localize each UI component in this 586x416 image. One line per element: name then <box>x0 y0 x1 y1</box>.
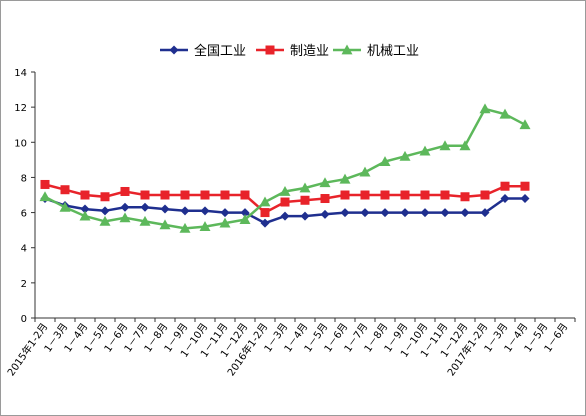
data-point-series-1 <box>180 206 190 216</box>
data-point-series-1 <box>140 202 150 212</box>
data-point-series-3 <box>79 210 91 221</box>
series-line-3 <box>44 107 526 230</box>
data-point-series-1 <box>160 204 170 214</box>
y-tick-label: 4 <box>21 244 27 255</box>
data-point-series-2 <box>380 190 390 200</box>
data-point-series-3 <box>419 145 431 156</box>
data-point-series-3 <box>299 182 311 193</box>
data-point-series-3 <box>99 215 111 226</box>
data-point-series-2 <box>200 190 210 200</box>
data-point-series-1 <box>500 194 510 204</box>
legend-label-3: 机械工业 <box>367 44 419 59</box>
data-point-series-1 <box>440 208 450 218</box>
data-point-series-3 <box>179 222 191 233</box>
data-point-series-2 <box>320 194 330 204</box>
data-point-series-2 <box>80 190 90 200</box>
data-point-series-1 <box>520 194 530 204</box>
legend-label-1: 全国工业 <box>194 43 246 59</box>
data-point-series-1 <box>80 204 90 214</box>
data-point-series-3 <box>259 196 271 207</box>
data-point-series-3 <box>279 185 291 196</box>
data-point-series-2 <box>520 181 530 191</box>
data-point-series-1 <box>480 208 490 218</box>
y-tick-label: 12 <box>14 103 27 114</box>
data-point-series-1 <box>400 208 410 218</box>
data-point-series-1 <box>300 211 310 221</box>
data-point-series-3 <box>459 140 471 151</box>
data-point-series-3 <box>59 201 71 212</box>
data-point-series-2 <box>100 192 110 202</box>
data-point-series-3 <box>199 221 211 232</box>
data-point-series-2 <box>340 190 350 200</box>
legend-marker-1 <box>169 45 179 55</box>
data-point-series-3 <box>359 166 371 177</box>
data-point-series-2 <box>120 186 130 196</box>
data-point-series-3 <box>219 217 231 228</box>
data-point-series-3 <box>479 103 491 114</box>
data-point-series-1 <box>460 208 470 218</box>
data-point-series-1 <box>100 206 110 216</box>
data-point-series-1 <box>220 208 230 218</box>
data-point-series-3 <box>319 177 331 188</box>
data-point-series-2 <box>180 190 190 200</box>
y-tick-label: 2 <box>21 279 27 290</box>
data-point-series-3 <box>119 212 131 223</box>
data-point-series-2 <box>300 195 310 205</box>
data-point-series-3 <box>159 219 171 230</box>
data-point-series-3 <box>379 156 391 167</box>
data-point-series-1 <box>360 208 370 218</box>
data-point-series-2 <box>60 185 70 195</box>
data-point-series-2 <box>40 179 50 189</box>
data-point-series-1 <box>200 206 210 216</box>
data-point-series-2 <box>280 197 290 207</box>
data-point-series-1 <box>340 208 350 218</box>
data-point-series-2 <box>220 190 230 200</box>
data-point-series-3 <box>339 173 351 184</box>
data-point-series-3 <box>139 215 151 226</box>
data-point-series-2 <box>160 190 170 200</box>
data-point-series-2 <box>480 190 490 200</box>
data-point-series-2 <box>460 192 470 202</box>
data-point-series-3 <box>499 108 511 119</box>
y-tick-label: 14 <box>14 68 27 79</box>
data-point-series-2 <box>420 190 430 200</box>
data-point-series-3 <box>519 119 531 130</box>
data-point-series-3 <box>239 214 251 224</box>
data-point-series-1 <box>240 208 250 218</box>
data-point-series-3 <box>439 140 451 151</box>
data-point-series-3 <box>399 150 411 161</box>
y-tick-label: 10 <box>14 138 27 149</box>
data-point-series-1 <box>320 209 330 219</box>
data-point-series-1 <box>280 211 290 221</box>
data-point-series-2 <box>440 190 450 200</box>
legend-label-2: 制造业 <box>290 44 329 59</box>
legend-marker-2 <box>265 45 275 55</box>
data-point-series-1 <box>120 202 130 212</box>
data-point-series-2 <box>260 208 270 218</box>
data-point-series-1 <box>260 218 270 228</box>
data-point-series-2 <box>400 190 410 200</box>
y-tick-label: 6 <box>21 209 27 220</box>
y-tick-label: 0 <box>21 314 27 325</box>
data-point-series-1 <box>380 208 390 218</box>
data-point-series-3 <box>39 191 51 202</box>
data-point-series-2 <box>240 190 250 200</box>
data-point-series-2 <box>500 181 510 191</box>
data-point-series-2 <box>360 190 370 200</box>
y-tick-label: 8 <box>21 173 27 184</box>
data-point-series-2 <box>140 190 150 200</box>
legend-marker-3 <box>341 44 353 55</box>
data-point-series-1 <box>420 208 430 218</box>
